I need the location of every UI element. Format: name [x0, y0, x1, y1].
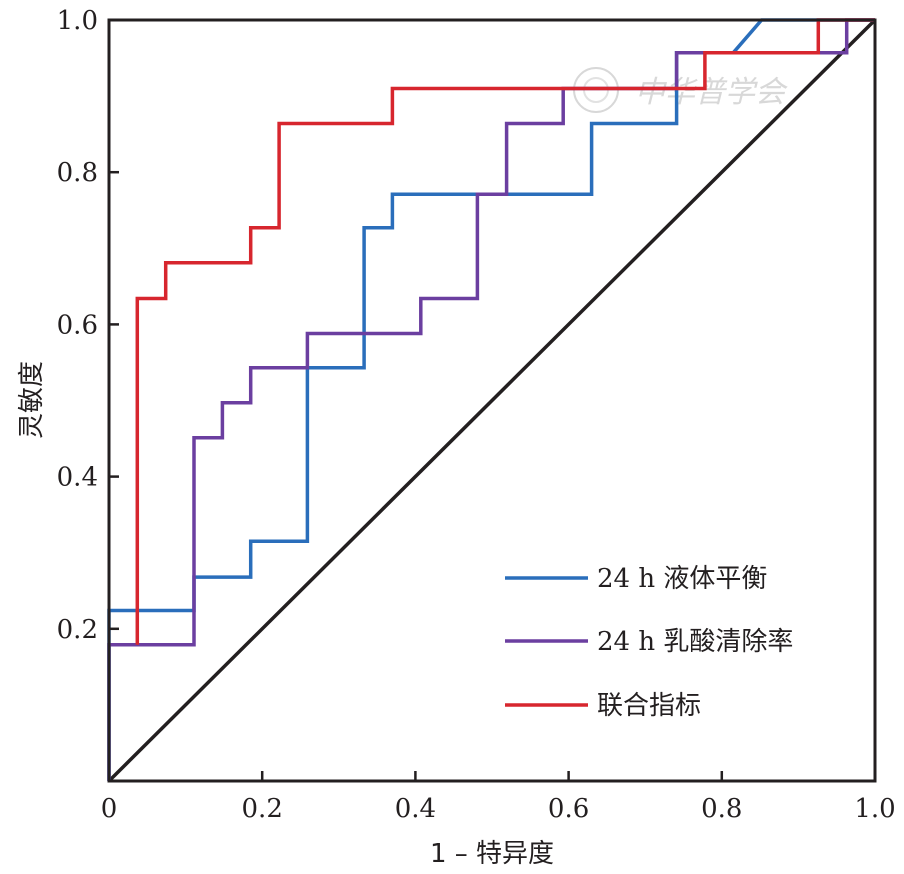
legend-label-3: 联合指标 [597, 691, 701, 721]
x-tick-label: 0.8 [701, 794, 742, 824]
legend-label-1: 24 h 液体平衡 [597, 564, 767, 594]
y-tick-label: 0.2 [57, 615, 98, 645]
y-axis-title: 灵敏度 [17, 361, 47, 439]
reference-diagonal-line [107, 18, 877, 783]
x-tick-label: 0.4 [395, 794, 436, 824]
x-tick-label: 0 [101, 794, 118, 824]
series-line-3 [135, 18, 875, 645]
ticks-layer: 0 0.2 0.4 0.6 0.8 1.0 0.2 0.4 0.6 0.8 1.0 [57, 6, 896, 824]
x-tick-label: 1.0 [854, 794, 895, 824]
watermark-text: 中华普学会 [635, 75, 788, 110]
y-tick-label: 1.0 [57, 6, 98, 36]
y-tick-label: 0.8 [57, 158, 98, 188]
legend-label-2: 24 h 乳酸清除率 [597, 627, 793, 657]
x-axis-title: 1 – 特异度 [430, 839, 554, 869]
x-tick-label: 0.2 [242, 794, 283, 824]
axes-layer [107, 18, 877, 783]
watermark: 中华普学会 [573, 67, 788, 113]
x-tick-label: 0.6 [548, 794, 589, 824]
series-line-2 [107, 18, 875, 781]
y-tick-label: 0.6 [57, 310, 98, 340]
plot-frame [107, 18, 877, 783]
series-layer [107, 18, 877, 783]
y-tick-label: 0.4 [57, 463, 98, 493]
